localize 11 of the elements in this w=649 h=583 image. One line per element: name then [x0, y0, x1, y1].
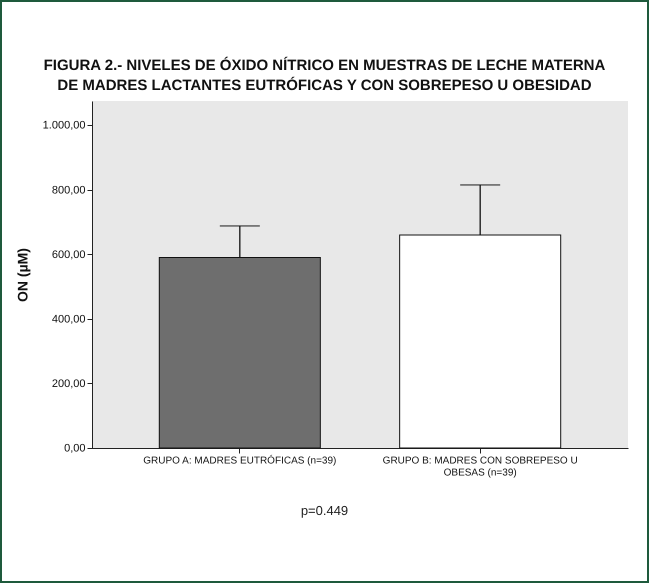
- y-tick-label: 600,00: [52, 248, 86, 261]
- y-tick-label: 800,00: [52, 184, 86, 196]
- y-tick-label: 400,00: [52, 313, 86, 326]
- x-tick-label: GRUPO A: MADRES EUTRÓFICAS (n=39): [143, 454, 336, 466]
- text: p=0.449: [300, 503, 350, 518]
- x-tick-label: GRUPO B: MADRES CON SOBREPESO U OBESAS (n=39): [382, 456, 578, 478]
- y-axis-title: ON (µM): [14, 248, 31, 302]
- y-tick-label: 0,00: [64, 442, 86, 454]
- y-tick-label: 200,00: [52, 378, 86, 390]
- y-tick-label: 1.000,00: [42, 120, 86, 132]
- chart-title: FIGURA 2.- NIVELES DE ÓXIDO NÍTRICO EN MUESTRAS DE LECHE MATERNA DE MADRES LACTANTES EUTRÓFICAS Y CON SOBREPESO U OBESIDAD: [42, 56, 606, 96]
